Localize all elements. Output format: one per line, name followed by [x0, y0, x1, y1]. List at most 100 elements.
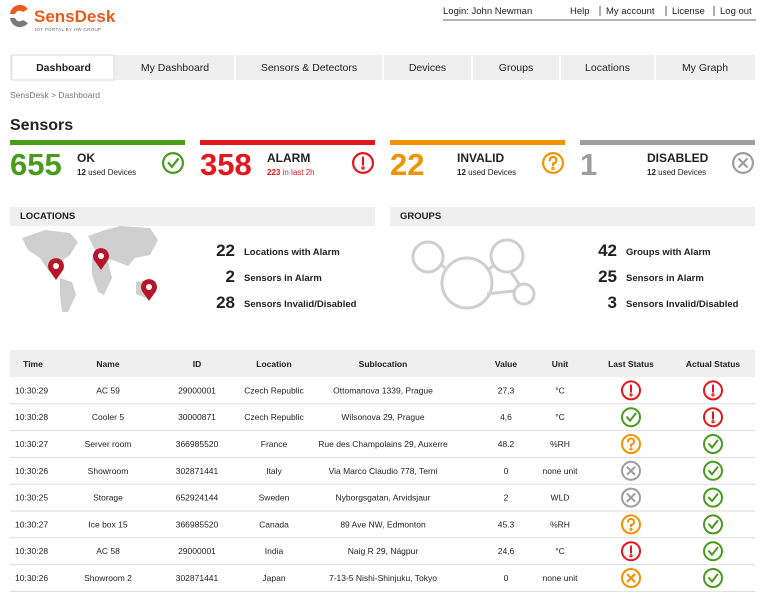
- cell: none unit: [543, 466, 579, 476]
- card-label: OK: [77, 151, 95, 165]
- column-header: Time: [23, 359, 43, 369]
- header-link[interactable]: License: [672, 6, 705, 17]
- tab[interactable]: Locations: [585, 62, 630, 74]
- tab[interactable]: My Dashboard: [141, 62, 209, 74]
- cell: 10:30:26: [15, 466, 48, 476]
- cell: Wilsonova 29, Prague: [341, 412, 424, 422]
- detail-text: used Devices: [88, 168, 136, 177]
- cell: Showroom 2: [84, 573, 132, 583]
- tab[interactable]: Groups: [499, 62, 533, 74]
- card-detail: 223 in last 2h: [267, 168, 315, 177]
- status-icon: [703, 407, 723, 428]
- icon-ring: [621, 568, 641, 588]
- status-icon: [703, 487, 723, 508]
- status-icon: [621, 434, 641, 454]
- cell: 366985520: [176, 439, 219, 449]
- icon-ring: [621, 487, 641, 508]
- detail-text: used Devices: [658, 168, 706, 177]
- status-icon: [621, 487, 641, 508]
- stat-value: 2: [226, 267, 235, 286]
- tab[interactable]: Sensors & Detectors: [261, 62, 357, 74]
- status-icon: [621, 460, 641, 481]
- card-count: 358: [200, 147, 252, 182]
- cell: WLD: [551, 493, 570, 503]
- column-header: ID: [193, 359, 202, 369]
- cell: Czech Republic: [244, 385, 304, 395]
- cell: 45.3: [498, 519, 515, 529]
- cell: Cooler 5: [92, 412, 124, 422]
- cell: Server room: [85, 439, 132, 449]
- icon-ring: [351, 151, 375, 175]
- cell: Nyborgsgatan, Arvidsjaur: [336, 493, 431, 503]
- detail-count: 223: [267, 168, 281, 177]
- status-icon: [703, 514, 723, 535]
- detail-count: 12: [77, 168, 86, 177]
- cell: 48.2: [498, 439, 515, 449]
- tab[interactable]: My Graph: [682, 62, 728, 74]
- stat-label: Sensors in Alarm: [626, 273, 704, 284]
- header-link[interactable]: Help: [570, 6, 590, 17]
- tab[interactable]: Devices: [409, 62, 446, 74]
- card-label: ALARM: [267, 151, 310, 165]
- icon-ring: [621, 541, 641, 562]
- cell: none unit: [543, 573, 579, 583]
- cell: Via Marco Claudio 778, Terni: [329, 466, 438, 476]
- cell: 29000001: [178, 546, 216, 556]
- icon-check: [708, 493, 719, 503]
- header-link[interactable]: My account: [606, 6, 655, 17]
- active-tab: [11, 54, 115, 81]
- stat-label: Groups with Alarm: [626, 247, 711, 258]
- panel-title: GROUPS: [400, 211, 441, 222]
- header-link[interactable]: Log out: [720, 6, 752, 17]
- column-header: Sublocation: [359, 359, 408, 369]
- cell: 29000001: [178, 385, 216, 395]
- icon-check: [167, 158, 180, 169]
- table-header: [10, 350, 755, 377]
- icon-question: [627, 517, 635, 528]
- cell: 366985520: [176, 519, 219, 529]
- icon-dot: [629, 554, 633, 558]
- group-graph: [411, 238, 536, 310]
- login: Login: John Newman: [443, 6, 532, 17]
- cell: Ice box 15: [88, 519, 127, 529]
- status-icon: [703, 541, 723, 562]
- column-header: Name: [96, 359, 119, 369]
- column-header: Unit: [552, 359, 569, 369]
- stat-value: 42: [598, 241, 617, 260]
- status-icon: [161, 151, 185, 175]
- card-count: 22: [390, 147, 424, 182]
- tab[interactable]: Dashboard: [36, 62, 91, 74]
- stat-value: 22: [216, 241, 235, 260]
- icon-question: [627, 437, 635, 447]
- section-title: Sensors: [10, 117, 73, 134]
- cell: Ottomanova 1339, Prague: [333, 385, 433, 395]
- cell: 10:30:25: [15, 493, 48, 503]
- icon-ring: [703, 541, 723, 562]
- stat-label: Sensors Invalid/Disabled: [244, 299, 357, 310]
- cell: 4,6: [500, 412, 512, 422]
- card-detail: 12 used Devices: [77, 168, 136, 177]
- cell: Showroom: [88, 466, 129, 476]
- card-detail: 12 used Devices: [457, 168, 516, 177]
- cell: AC 59: [96, 385, 120, 395]
- icon-x: [738, 158, 748, 168]
- status-icon: [621, 407, 641, 428]
- cell: AC 58: [96, 546, 120, 556]
- status-icon: [731, 151, 755, 175]
- cell: 302871441: [176, 466, 219, 476]
- cell: Rue des Champolains 29, Auxerre: [318, 439, 448, 449]
- panel-title: LOCATIONS: [20, 211, 75, 222]
- card-label: DISABLED: [647, 151, 709, 165]
- icon-x: [626, 573, 636, 583]
- cell: 10:30:27: [15, 439, 48, 449]
- icon-check: [708, 519, 719, 530]
- cell: Czech Republic: [244, 412, 304, 422]
- icon-ring: [541, 151, 565, 175]
- icon-dot: [711, 393, 715, 397]
- cell: France: [261, 439, 288, 449]
- stat-label: Sensors in Alarm: [244, 273, 322, 284]
- cell: 30000871: [178, 412, 216, 422]
- icon-ring: [621, 460, 641, 481]
- cell: 7-13-5 Nishi-Shinjuku, Tokyo: [329, 573, 437, 583]
